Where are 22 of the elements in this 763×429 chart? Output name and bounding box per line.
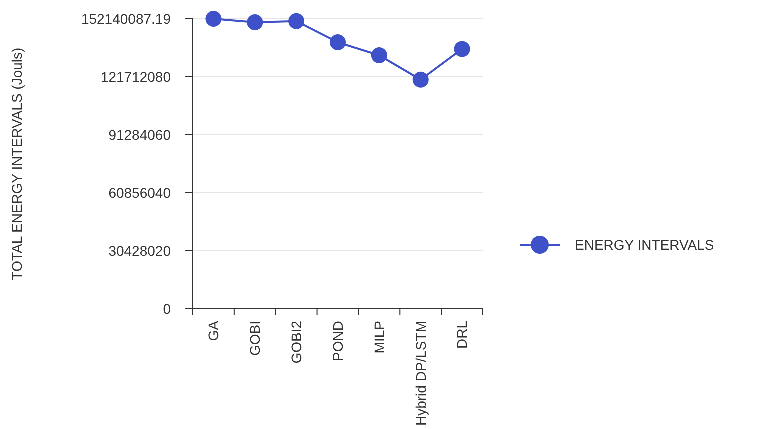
point bbox=[412, 72, 429, 88]
point bbox=[288, 13, 305, 30]
y-tick-label: 0 bbox=[163, 300, 172, 317]
point bbox=[247, 14, 264, 31]
x-tick-label: GOBI bbox=[247, 321, 264, 356]
y-tick-label: 152140087.19 bbox=[81, 10, 172, 27]
y-tick-label: 60856040 bbox=[108, 184, 172, 201]
point bbox=[371, 47, 388, 64]
y-axis-title: TOTAL ENERGY INTERVALS (Jouls) bbox=[9, 48, 25, 280]
y-tick-label: 91284060 bbox=[108, 126, 172, 143]
point bbox=[454, 41, 470, 58]
x-tick-label: GA bbox=[206, 320, 222, 342]
point bbox=[206, 11, 222, 27]
y-tick-label: 30428020 bbox=[108, 242, 172, 259]
y-tick-label: 121712080 bbox=[100, 68, 172, 85]
point bbox=[330, 34, 346, 51]
legend-label: ENERGY INTERVALS bbox=[575, 236, 714, 253]
x-tick-label: MILP bbox=[371, 321, 388, 354]
x-tick-label: POND bbox=[330, 321, 346, 362]
x-tick-label: DRL bbox=[454, 320, 470, 350]
x-tick-label: Hybrid DP/LSTM bbox=[412, 321, 429, 426]
x-tick-label: GOBI2 bbox=[288, 320, 304, 364]
